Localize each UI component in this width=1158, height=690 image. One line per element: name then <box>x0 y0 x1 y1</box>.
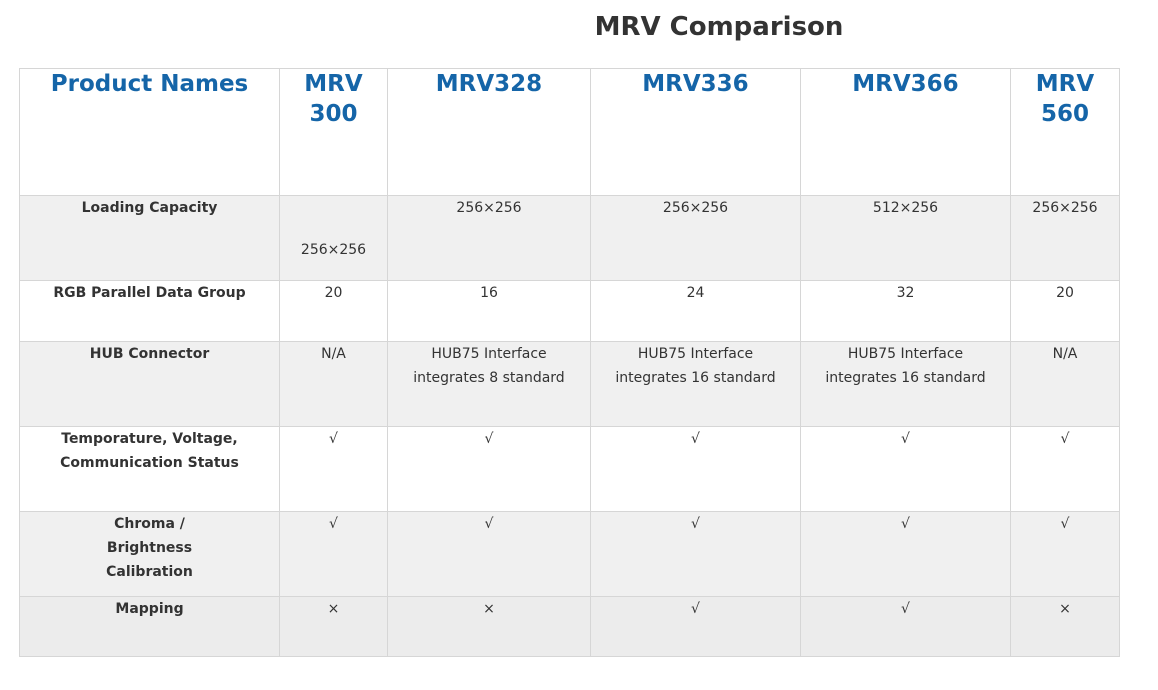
table-cell: √ <box>279 426 388 512</box>
header-product-mrv300: MRV 300 <box>279 68 388 196</box>
row-label: Mapping <box>19 596 280 657</box>
table-cell: 256×256 <box>387 195 591 281</box>
table-cell: 256×256 <box>1010 195 1120 281</box>
table-cell: √ <box>590 426 801 512</box>
comparison-table: Product Names MRV 300 MRV328 MRV336 MRV3… <box>19 68 1120 657</box>
table-row-hub-connector: HUB Connector N/A HUB75 Interface integr… <box>19 341 1120 427</box>
row-label: Chroma / Brightness Calibration <box>19 511 280 597</box>
table-cell: N/A <box>1010 341 1120 427</box>
table-cell: 24 <box>590 280 801 342</box>
table-cell: × <box>279 596 388 657</box>
header-product-names: Product Names <box>19 68 280 196</box>
row-label: HUB Connector <box>19 341 280 427</box>
table-cell: HUB75 Interface integrates 8 standard <box>387 341 591 427</box>
table-cell: 32 <box>800 280 1011 342</box>
table-cell: HUB75 Interface integrates 16 standard <box>590 341 801 427</box>
table-cell: √ <box>1010 511 1120 597</box>
table-cell: √ <box>800 511 1011 597</box>
row-label: Loading Capacity <box>19 195 280 281</box>
table-cell: × <box>387 596 591 657</box>
header-product-mrv328: MRV328 <box>387 68 591 196</box>
table-cell: 16 <box>387 280 591 342</box>
header-product-mrv366: MRV366 <box>800 68 1011 196</box>
table-row-rgb-parallel: RGB Parallel Data Group 20 16 24 32 20 <box>19 280 1120 342</box>
table-row-loading-capacity: Loading Capacity 256×256 256×256 256×256… <box>19 195 1120 281</box>
table-cell: × <box>1010 596 1120 657</box>
table-cell: 20 <box>279 280 388 342</box>
table-header-row: Product Names MRV 300 MRV328 MRV336 MRV3… <box>19 68 1120 196</box>
header-product-mrv560: MRV 560 <box>1010 68 1120 196</box>
row-label: RGB Parallel Data Group <box>19 280 280 342</box>
table-cell: 20 <box>1010 280 1120 342</box>
table-cell: √ <box>800 426 1011 512</box>
table-row-mapping: Mapping × × √ √ × <box>19 596 1120 657</box>
header-product-mrv336: MRV336 <box>590 68 801 196</box>
table-row-status: Temporature, Voltage, Communication Stat… <box>19 426 1120 512</box>
table-cell: √ <box>387 511 591 597</box>
table-cell: √ <box>590 596 801 657</box>
table-cell: 256×256 <box>590 195 801 281</box>
table-cell: HUB75 Interface integrates 16 standard <box>800 341 1011 427</box>
table-cell: 256×256 <box>279 195 388 281</box>
table-cell: √ <box>279 511 388 597</box>
table-cell: N/A <box>279 341 388 427</box>
page-title: MRV Comparison <box>594 12 844 42</box>
row-label: Temporature, Voltage, Communication Stat… <box>19 426 280 512</box>
table-cell: √ <box>800 596 1011 657</box>
table-cell: √ <box>590 511 801 597</box>
table-row-calibration: Chroma / Brightness Calibration √ √ √ √ … <box>19 511 1120 597</box>
table-cell: √ <box>1010 426 1120 512</box>
table-cell: 512×256 <box>800 195 1011 281</box>
table-cell: √ <box>387 426 591 512</box>
